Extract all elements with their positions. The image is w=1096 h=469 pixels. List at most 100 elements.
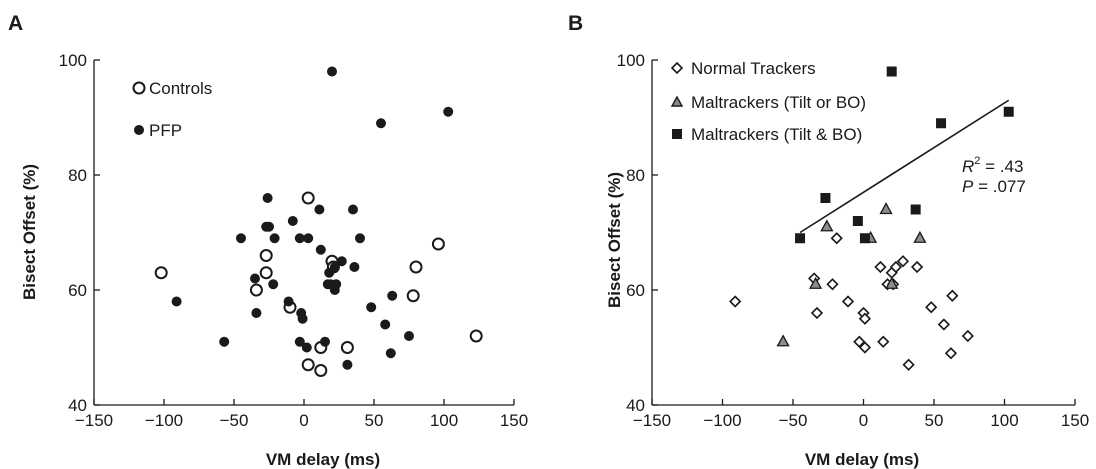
data-point-normal-trackers xyxy=(902,358,915,371)
data-point-pfp xyxy=(366,302,377,313)
data-point-pfp xyxy=(251,308,262,318)
panel-a-scatter-chart: A Bisect Offset (%) VM delay (ms) 40 60 80… xyxy=(8,12,528,469)
data-point-pfp xyxy=(380,319,391,330)
series-pfp xyxy=(171,66,454,370)
panel-b-legend: Normal Trackers Maltrackers (Tilt or BO)… xyxy=(670,59,866,144)
series-normal-trackers xyxy=(729,232,974,371)
data-point-normal-trackers xyxy=(961,329,974,343)
legend-marker-maltrackers-tilt-or-bo xyxy=(670,95,684,107)
panel-b-x-tick-label: 0 xyxy=(859,411,868,430)
data-point-pfp xyxy=(327,66,337,77)
panel-a-x-tick-label: 0 xyxy=(299,411,308,430)
data-point-normal-trackers xyxy=(937,318,951,331)
data-point-maltrackers-tilt-bo xyxy=(910,204,921,215)
data-point-maltrackers-tilt-bo xyxy=(859,233,870,244)
data-point-pfp xyxy=(297,313,308,324)
panel-b-x-tick-label: −100 xyxy=(703,411,741,430)
data-point-pfp xyxy=(314,204,325,215)
panel-a-y-tick-label: 80 xyxy=(68,166,87,185)
legend-marker-controls xyxy=(132,81,146,95)
panel-b-y-axis-title: Bisect Offset (%) xyxy=(605,172,624,308)
data-point-maltrackers-tilt-bo xyxy=(820,193,831,203)
data-point-controls xyxy=(431,237,445,251)
data-point-pfp xyxy=(283,296,294,307)
data-point-pfp xyxy=(404,331,414,341)
panel-b-x-axis-title: VM delay (ms) xyxy=(805,450,919,469)
panel-b-letter: B xyxy=(568,12,583,35)
r-squared-exponent: 2 xyxy=(974,155,980,167)
legend-marker-normal-trackers xyxy=(670,61,684,75)
data-point-controls xyxy=(406,289,420,303)
data-point-normal-trackers xyxy=(946,289,959,302)
data-point-pfp xyxy=(236,233,246,244)
data-point-normal-trackers xyxy=(810,306,824,320)
panel-a-y-tick-label: 60 xyxy=(68,281,87,300)
data-point-pfp xyxy=(264,221,274,232)
data-point-normal-trackers xyxy=(925,301,938,314)
p-value-value: = .077 xyxy=(973,177,1025,196)
panel-a-y-axis-title: Bisect Offset (%) xyxy=(20,164,39,300)
data-point-normal-trackers xyxy=(896,255,910,268)
data-point-pfp xyxy=(294,233,305,244)
panel-a-x-tick-label: 50 xyxy=(365,411,384,430)
legend-label-maltrackers-tilt-and-bo: Maltrackers (Tilt & BO) xyxy=(691,125,862,144)
data-point-pfp xyxy=(250,273,260,284)
data-point-controls xyxy=(301,191,315,205)
data-point-pfp xyxy=(301,342,312,353)
data-point-maltrackers-tilt-or-bo xyxy=(808,276,823,289)
data-point-normal-trackers xyxy=(826,278,839,291)
data-point-normal-trackers xyxy=(858,312,872,325)
data-point-pfp xyxy=(329,262,340,272)
panel-b-scatter-chart: B Bisect Offset (%) VM delay (ms) 40 60 80… xyxy=(568,12,1089,469)
data-point-pfp xyxy=(355,233,365,244)
legend-label-controls: Controls xyxy=(149,79,212,98)
data-point-pfp xyxy=(376,118,386,129)
data-point-pfp xyxy=(443,106,454,117)
data-point-pfp xyxy=(329,285,340,295)
data-point-maltrackers-tilt-or-bo xyxy=(879,202,893,215)
series-maltrackers-tilt-or-bo xyxy=(776,202,927,347)
r-squared-annotation: R2 = .43 xyxy=(962,155,1023,176)
data-point-pfp xyxy=(268,279,279,290)
data-point-pfp xyxy=(348,204,358,215)
panel-a-y-tick-label: 40 xyxy=(68,396,87,415)
data-point-pfp xyxy=(336,256,347,267)
data-point-maltrackers-tilt-or-bo xyxy=(820,219,834,232)
series-maltrackers-tilt-bo xyxy=(795,66,1014,244)
data-point-pfp xyxy=(219,336,230,347)
legend-label-maltrackers-tilt-or-bo: Maltrackers (Tilt or BO) xyxy=(691,93,866,112)
data-point-controls xyxy=(249,283,263,297)
r-squared-value: = .43 xyxy=(980,157,1023,176)
panel-a-x-tick-label: −50 xyxy=(220,411,249,430)
panel-a-letter: A xyxy=(8,12,23,35)
r-squared-symbol: R xyxy=(962,157,974,176)
panel-b-x-tick-label: −50 xyxy=(779,411,808,430)
series-controls xyxy=(154,191,483,377)
panel-a-axes: 40 60 80 100 −150 −100 −50 0 50 100 150 xyxy=(59,51,529,430)
data-point-pfp xyxy=(303,233,314,244)
data-point-normal-trackers xyxy=(858,341,872,354)
legend-label-pfp: PFP xyxy=(149,121,182,140)
legend-label-normal-trackers: Normal Trackers xyxy=(691,59,816,78)
data-point-maltrackers-tilt-bo xyxy=(936,118,947,129)
regression-line xyxy=(799,99,1010,234)
data-point-pfp xyxy=(287,216,298,226)
data-point-maltrackers-tilt-bo xyxy=(852,216,863,226)
panel-a-y-tick-label: 100 xyxy=(59,51,87,70)
data-point-maltrackers-tilt-bo xyxy=(1003,106,1014,117)
data-point-maltrackers-tilt-bo xyxy=(886,66,897,77)
panel-a-marks xyxy=(154,66,483,377)
data-point-pfp xyxy=(387,290,398,301)
data-point-normal-trackers xyxy=(830,232,843,245)
data-point-normal-trackers xyxy=(910,260,924,274)
panel-b-fit-line xyxy=(799,99,1010,234)
data-point-normal-trackers xyxy=(853,335,866,348)
panel-b-y-tick-label: 40 xyxy=(626,396,645,415)
data-point-normal-trackers xyxy=(841,295,855,308)
data-point-controls xyxy=(409,260,423,274)
data-point-controls xyxy=(314,364,328,377)
panel-b-y-tick-label: 80 xyxy=(626,166,645,185)
p-value-symbol: P xyxy=(962,177,974,196)
panel-b-x-tick-label: −150 xyxy=(633,411,671,430)
